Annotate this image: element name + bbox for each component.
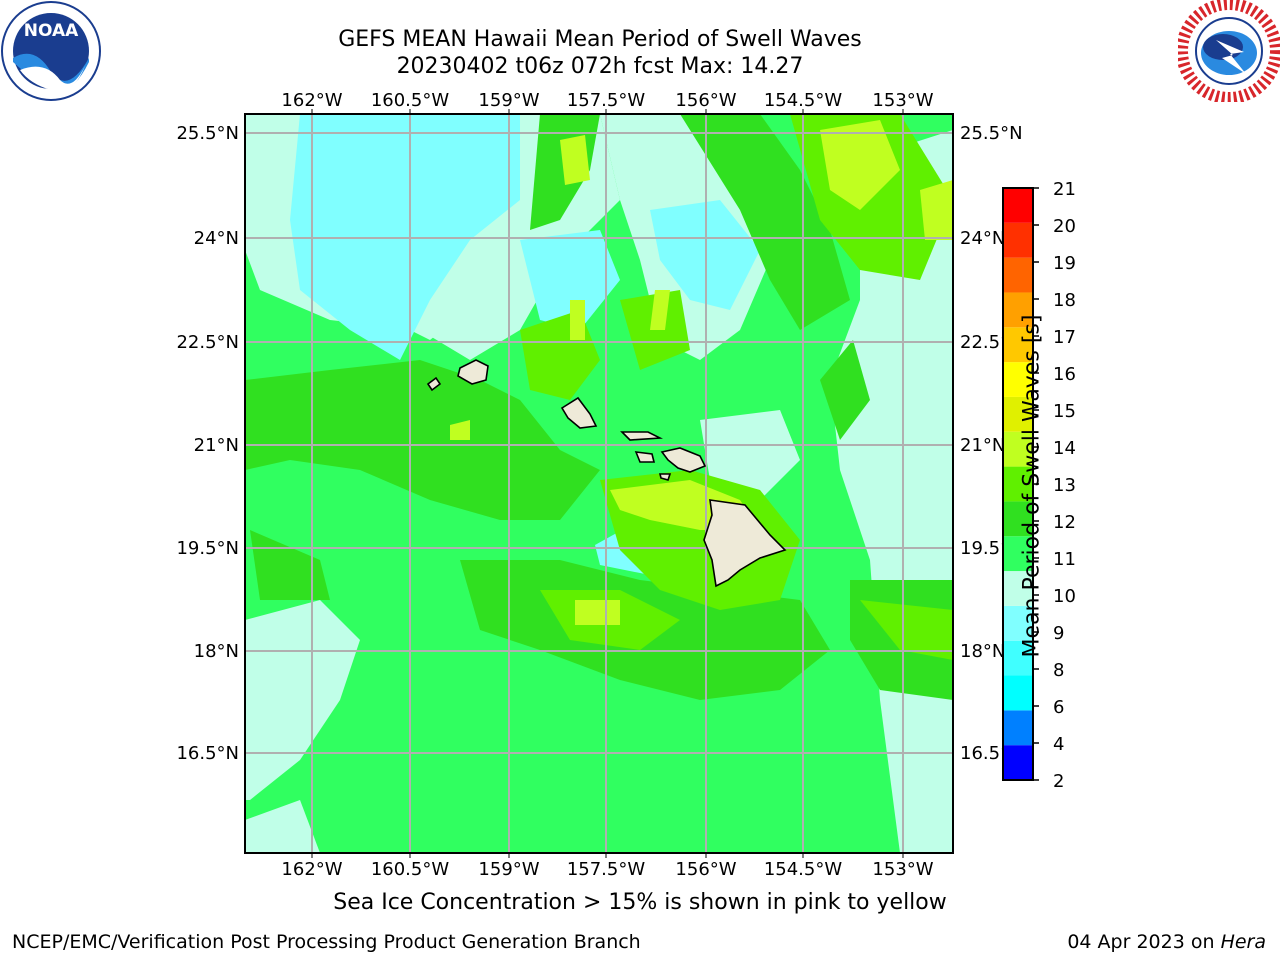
island-kauai <box>457 359 489 385</box>
colorbar-segment-11 <box>1003 362 1033 397</box>
lat-label-left-0: 25.5°N <box>176 123 239 144</box>
noaa-logo: NOAA <box>1 1 101 101</box>
colorbar-segment-16 <box>1003 188 1033 223</box>
swell-contour-26 <box>820 120 900 210</box>
lon-label-bottom-5: 154.5°W <box>764 859 843 880</box>
swell-contour-29 <box>570 300 585 340</box>
colorbar-segment-1 <box>1003 710 1033 746</box>
colorbar-label-6: 11 <box>1053 549 1076 570</box>
swell-contour-5 <box>700 410 800 500</box>
lat-label-left-4: 19.5°N <box>176 538 239 559</box>
colorbar-label-1: 4 <box>1053 734 1064 755</box>
swell-contour-4 <box>245 800 320 853</box>
lon-label-top-6: 153°W <box>872 90 933 111</box>
lon-label-bottom-1: 160.5°W <box>371 859 450 880</box>
colorbar-segment-15 <box>1003 222 1033 258</box>
colorbar-label-13: 18 <box>1053 290 1076 311</box>
lat-label-right-0: 25.5°N <box>960 123 1023 144</box>
swell-contour-31 <box>575 600 620 625</box>
colorbar-label-0: 2 <box>1053 771 1064 792</box>
swell-contour-14 <box>680 114 850 330</box>
lon-label-top-2: 159°W <box>478 90 539 111</box>
hawaiian-islands <box>426 359 787 588</box>
colorbar-segment-2 <box>1003 675 1033 711</box>
lat-label-left-2: 22.5°N <box>176 332 239 353</box>
colorbar-label-7: 12 <box>1053 512 1076 533</box>
footer-date: 04 Apr 2023 on Hera <box>1067 931 1266 953</box>
colorbar-segment-5 <box>1003 571 1033 606</box>
swell-contour-30 <box>650 290 670 330</box>
colorbar-label-15: 20 <box>1053 216 1076 237</box>
island-hawaii <box>703 499 787 588</box>
map-border <box>244 113 954 854</box>
lon-label-top-1: 160.5°W <box>371 90 450 111</box>
swell-contour-18 <box>820 340 870 440</box>
swell-contour-24 <box>860 600 953 660</box>
lon-label-top-4: 156°W <box>675 90 736 111</box>
lon-label-bottom-4: 156°W <box>675 859 736 880</box>
island-maui <box>660 447 707 473</box>
colorbar-segment-8 <box>1003 466 1033 502</box>
colorbar-title: Mean Period of Swell Waves [s] <box>1019 314 1045 658</box>
lat-label-left-3: 21°N <box>194 435 239 456</box>
colorbar-segment-12 <box>1003 327 1033 363</box>
swell-contour-28 <box>560 135 590 185</box>
lat-label-left-5: 18°N <box>194 641 239 662</box>
lat-label-right-5: 18°N <box>960 641 1005 662</box>
footer-branch: NCEP/EMC/Verification Post Processing Pr… <box>12 931 641 953</box>
colorbar-label-9: 14 <box>1053 438 1076 459</box>
lon-label-top-0: 162°W <box>281 90 342 111</box>
colorbar-segment-4 <box>1003 605 1033 641</box>
island-molokai <box>620 431 663 441</box>
swell-period-field <box>245 114 953 853</box>
colorbar-segment-7 <box>1003 501 1033 537</box>
swell-contour-12 <box>245 360 600 520</box>
island-lanai <box>634 451 656 463</box>
map-subtitle: 20230402 t06z 072h fcst Max: 14.27 <box>396 54 804 79</box>
lon-label-bottom-0: 162°W <box>281 859 342 880</box>
lat-label-right-3: 21°N <box>960 435 1005 456</box>
sea-ice-caption: Sea Ice Concentration > 15% is shown in … <box>333 890 947 915</box>
colorbar-label-5: 10 <box>1053 586 1076 607</box>
colorbar-label-14: 19 <box>1053 253 1076 274</box>
swell-contour-32 <box>450 420 470 440</box>
colorbar-label-3: 8 <box>1053 660 1064 681</box>
island-oahu <box>560 396 598 429</box>
lon-label-bottom-3: 157.5°W <box>567 859 646 880</box>
colorbar-label-12: 17 <box>1053 327 1076 348</box>
lon-label-top-3: 157.5°W <box>567 90 646 111</box>
lat-label-right-1: 24°N <box>960 228 1005 249</box>
lat-label-left-6: 16.5°N <box>176 743 239 764</box>
colorbar-segment-10 <box>1003 396 1033 432</box>
colorbar-label-11: 16 <box>1053 364 1076 385</box>
colorbar-label-10: 15 <box>1053 401 1076 422</box>
lon-label-top-5: 154.5°W <box>764 90 843 111</box>
colorbar-segment-6 <box>1003 536 1033 572</box>
swell-contour-27 <box>920 180 953 240</box>
lat-label-left-1: 24°N <box>194 228 239 249</box>
colorbar-segment-13 <box>1003 292 1033 328</box>
lon-label-bottom-2: 159°W <box>478 859 539 880</box>
map-gridlines <box>245 114 953 853</box>
island-niihau <box>426 376 442 392</box>
footer-machine: Hera <box>1220 931 1266 953</box>
colorbar-label-4: 9 <box>1053 623 1064 644</box>
svg-text:NOAA: NOAA <box>24 21 79 41</box>
island-kahoolawe <box>658 473 672 481</box>
colorbar-label-8: 13 <box>1053 475 1076 496</box>
footer-date-text: 04 Apr 2023 on <box>1067 931 1221 953</box>
lon-label-bottom-6: 153°W <box>872 859 933 880</box>
colorbar-segment-14 <box>1003 257 1033 293</box>
colorbar-label-16: 21 <box>1053 179 1076 200</box>
colorbar-segment-0 <box>1003 745 1033 780</box>
map-title: GEFS MEAN Hawaii Mean Period of Swell Wa… <box>338 27 862 52</box>
colorbar-label-2: 6 <box>1053 697 1064 718</box>
colorbar-segment-3 <box>1003 640 1033 676</box>
nws-logo <box>1178 0 1280 102</box>
colorbar-segment-9 <box>1003 431 1033 467</box>
swell-contour-8 <box>520 230 620 330</box>
